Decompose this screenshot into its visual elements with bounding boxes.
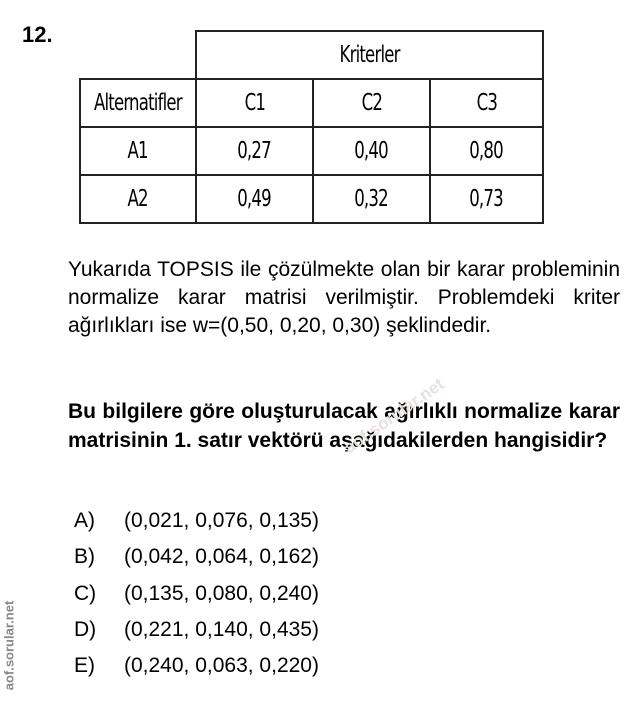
row-header: Alternatifler (79, 78, 197, 128)
table-cell: 0,73 (429, 174, 544, 224)
option-d[interactable]: D) (0,221, 0,140, 0,435) (74, 618, 319, 641)
column-header: C2 (312, 78, 431, 128)
table-header-row: Alternatifler C1 C2 C3 (79, 78, 544, 128)
table-cell: 0,80 (429, 126, 544, 176)
table-cell: 0,32 (312, 174, 431, 224)
table-cell: 0,49 (195, 174, 314, 224)
row-label: A1 (79, 126, 197, 176)
table-row: A1 0,27 0,40 0,80 (79, 126, 544, 176)
option-e[interactable]: E) (0,240, 0,063, 0,220) (74, 654, 319, 677)
decision-matrix-table: Kriterler Alternatifler C1 C2 C3 A1 0,27… (79, 30, 544, 224)
side-watermark: aof.sorular.net (1, 600, 17, 691)
table-cell: 0,27 (195, 126, 314, 176)
question-text: Bu bilgilere göre oluşturulacak ağırlıkl… (68, 400, 620, 452)
question-number: 12. (22, 22, 53, 47)
group-header: Kriterler (195, 30, 544, 80)
problem-paragraph: Yukarıda TOPSIS ile çözülmekte olan bir … (68, 258, 620, 337)
option-c[interactable]: C) (0,135, 0,080, 0,240) (74, 582, 319, 605)
table-cell: 0,40 (312, 126, 431, 176)
column-header: C3 (429, 78, 544, 128)
option-a[interactable]: A) (0,021, 0,076, 0,135) (74, 509, 319, 532)
row-label: A2 (79, 174, 197, 224)
column-header: C1 (195, 78, 314, 128)
option-b[interactable]: B) (0,042, 0,064, 0,162) (74, 545, 319, 568)
table-row: A2 0,49 0,32 0,73 (79, 174, 544, 224)
